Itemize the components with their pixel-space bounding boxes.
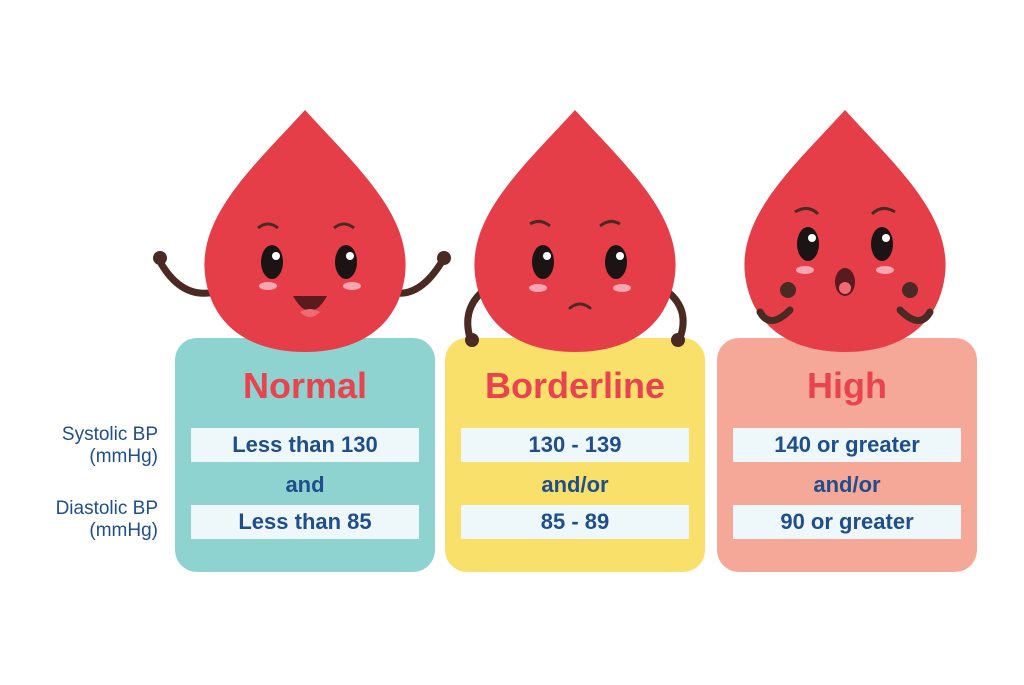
borderline-diastolic-value: 85 - 89 — [461, 505, 689, 539]
diastolic-label-line1: Diastolic BP — [55, 498, 158, 519]
normal-connector: and — [285, 472, 325, 497]
borderline-blood-drop-icon — [464, 110, 687, 352]
high-blood-drop-icon — [744, 110, 946, 352]
normal-blood-drop-icon — [153, 110, 451, 352]
borderline-card: Borderline 130 - 139 and/or 85 - 89 — [445, 338, 705, 572]
normal-diastolic-value: Less than 85 — [191, 505, 419, 539]
normal-title: Normal — [242, 365, 368, 406]
systolic-label-line2: (mmHg) — [89, 446, 158, 467]
borderline-systolic-value: 130 - 139 — [461, 428, 689, 462]
borderline-title: Borderline — [484, 365, 666, 406]
high-connector: and/or — [813, 472, 881, 497]
high-systolic-value: 140 or greater — [733, 428, 961, 462]
high-title: High — [807, 365, 887, 406]
diastolic-row-label: Diastolic BP (mmHg) — [8, 498, 158, 542]
normal-card: Normal Less than 130 and Less than 85 — [175, 338, 435, 572]
high-card: High 140 or greater and/or 90 or greater — [717, 338, 977, 572]
high-diastolic-value: 90 or greater — [733, 505, 961, 539]
systolic-row-label: Systolic BP (mmHg) — [8, 424, 158, 468]
diastolic-label-line2: (mmHg) — [89, 520, 158, 541]
normal-systolic-value: Less than 130 — [191, 428, 419, 462]
systolic-label-line1: Systolic BP — [61, 424, 158, 445]
borderline-connector: and/or — [541, 472, 609, 497]
